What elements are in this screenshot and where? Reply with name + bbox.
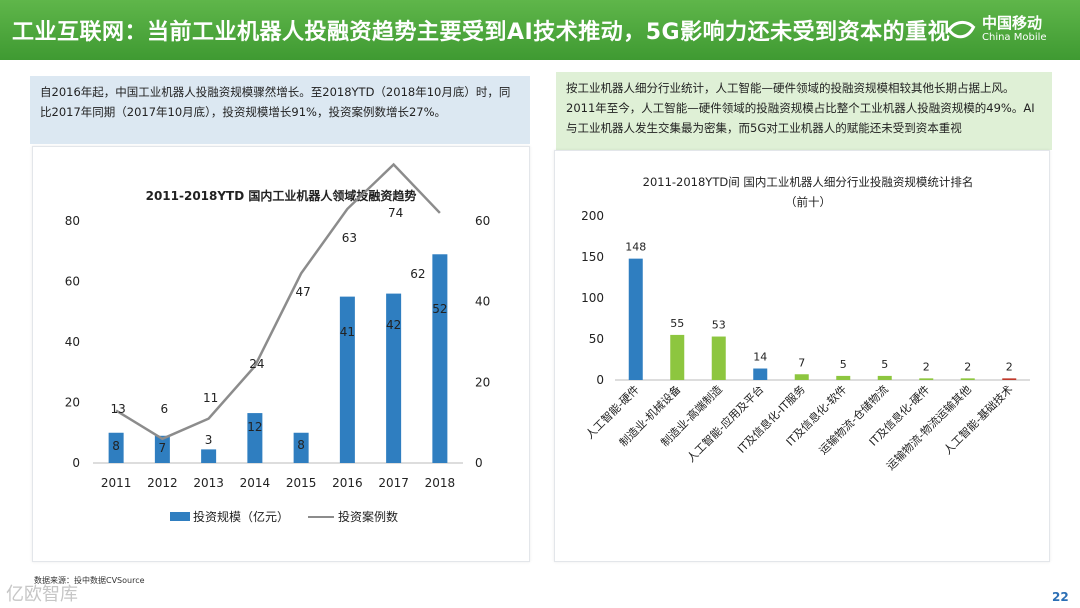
watermark: 亿欧智库 bbox=[6, 584, 78, 605]
logo-chinese: 中国移动 bbox=[982, 14, 1043, 32]
right-summary-note: 按工业机器人细分行业统计，人工智能—硬件领域的投融资规模相较其他长期占据上风。2… bbox=[556, 72, 1052, 150]
header-banner: 工业互联网：当前工业机器人投融资趋势主要受到AI技术推动，5G影响力还未受到资本… bbox=[0, 0, 1080, 60]
china-mobile-logo: 中国移动 China Mobile bbox=[944, 10, 1074, 50]
page-title: 工业互联网：当前工业机器人投融资趋势主要受到AI技术推动，5G影响力还未受到资本… bbox=[12, 20, 951, 45]
left-summary-note: 自2016年起，中国工业机器人投融资规模骤然增长。至2018YTD（2018年1… bbox=[30, 76, 530, 144]
page-number: 22 bbox=[1052, 590, 1069, 604]
data-source: 数据来源：投中数据CVSource bbox=[34, 576, 145, 585]
right-chart-panel bbox=[554, 150, 1050, 562]
logo-english: China Mobile bbox=[982, 32, 1047, 43]
left-chart-panel bbox=[32, 146, 530, 562]
china-mobile-logo-icon bbox=[946, 21, 976, 39]
